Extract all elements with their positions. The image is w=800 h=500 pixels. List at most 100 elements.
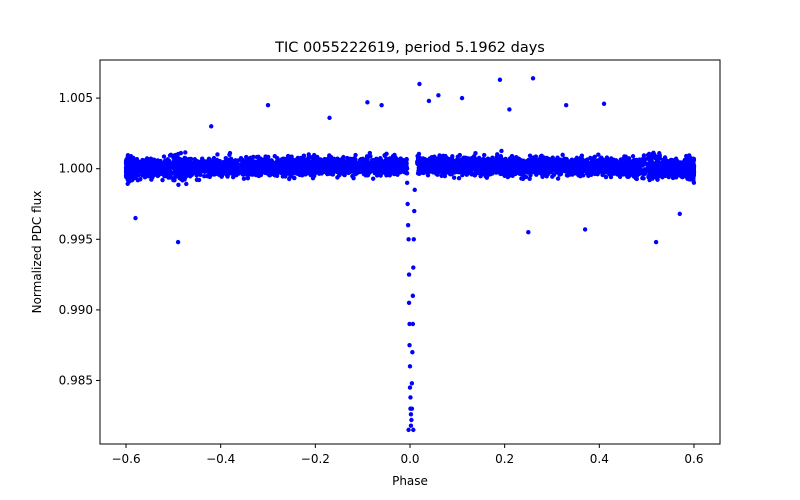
data-point bbox=[335, 156, 340, 161]
data-point bbox=[642, 171, 648, 176]
data-point bbox=[527, 176, 532, 181]
data-point bbox=[183, 159, 188, 164]
data-point bbox=[160, 177, 165, 183]
data-point bbox=[330, 171, 335, 177]
data-point bbox=[671, 172, 676, 177]
data-point bbox=[225, 163, 230, 168]
data-point bbox=[167, 173, 173, 178]
data-point bbox=[280, 174, 286, 179]
data-point bbox=[141, 169, 146, 174]
data-point bbox=[180, 173, 186, 178]
data-point bbox=[289, 165, 295, 170]
data-point bbox=[534, 167, 539, 173]
data-point bbox=[176, 182, 181, 187]
data-point bbox=[404, 171, 410, 176]
data-point bbox=[551, 172, 557, 178]
data-point bbox=[431, 165, 437, 171]
data-point bbox=[574, 155, 580, 161]
data-point bbox=[274, 155, 280, 161]
data-point bbox=[258, 161, 263, 166]
data-point bbox=[649, 151, 655, 157]
data-point bbox=[490, 169, 495, 175]
data-point bbox=[225, 173, 230, 178]
data-point bbox=[282, 156, 288, 162]
data-point bbox=[550, 159, 556, 164]
data-point bbox=[236, 158, 241, 163]
data-point bbox=[375, 163, 380, 169]
data-point bbox=[459, 165, 464, 171]
data-point bbox=[183, 150, 188, 155]
data-point bbox=[665, 159, 670, 164]
data-point bbox=[575, 160, 580, 166]
data-point bbox=[184, 173, 189, 179]
data-point bbox=[455, 154, 461, 159]
data-point bbox=[244, 162, 249, 167]
data-point bbox=[632, 159, 638, 164]
data-point bbox=[555, 170, 560, 175]
data-point bbox=[155, 173, 160, 179]
data-point bbox=[404, 157, 409, 162]
data-point bbox=[498, 155, 504, 160]
data-point bbox=[391, 162, 396, 167]
data-point bbox=[447, 169, 453, 174]
data-point bbox=[196, 161, 201, 166]
data-point bbox=[471, 164, 476, 170]
data-point bbox=[173, 170, 178, 175]
data-point bbox=[507, 156, 513, 161]
data-point bbox=[387, 156, 392, 162]
data-point bbox=[463, 158, 469, 164]
data-point bbox=[527, 158, 532, 164]
data-point bbox=[588, 155, 593, 161]
data-point bbox=[293, 160, 299, 166]
data-point bbox=[477, 166, 483, 172]
data-point bbox=[464, 166, 469, 171]
data-point bbox=[477, 161, 482, 167]
data-point bbox=[289, 157, 294, 163]
data-point bbox=[505, 170, 511, 175]
data-point bbox=[498, 165, 503, 170]
data-point bbox=[665, 164, 670, 169]
data-point bbox=[297, 172, 303, 178]
data-point bbox=[214, 157, 220, 163]
data-point bbox=[445, 166, 450, 171]
data-point bbox=[450, 154, 455, 159]
data-point bbox=[306, 152, 311, 157]
data-point bbox=[662, 170, 667, 176]
data-point bbox=[435, 172, 440, 177]
data-point bbox=[544, 155, 550, 161]
data-point bbox=[416, 162, 422, 167]
data-point bbox=[608, 174, 614, 180]
data-point bbox=[309, 163, 314, 168]
data-point bbox=[136, 165, 142, 170]
data-point bbox=[591, 168, 597, 173]
data-point bbox=[613, 170, 619, 176]
data-point bbox=[327, 159, 333, 164]
data-point bbox=[241, 176, 247, 181]
data-point bbox=[398, 168, 403, 174]
data-point bbox=[260, 167, 265, 173]
data-point bbox=[314, 164, 320, 170]
data-point bbox=[452, 170, 457, 175]
data-point bbox=[346, 170, 351, 176]
data-point bbox=[381, 160, 386, 165]
data-point bbox=[605, 159, 610, 165]
data-points bbox=[123, 76, 697, 433]
data-point bbox=[384, 173, 389, 178]
data-point bbox=[377, 158, 382, 163]
data-point bbox=[192, 159, 197, 164]
data-point bbox=[229, 164, 234, 170]
data-point bbox=[188, 156, 194, 162]
data-point bbox=[620, 158, 626, 163]
data-point bbox=[374, 173, 380, 178]
data-point bbox=[499, 148, 504, 154]
data-point bbox=[256, 173, 262, 179]
data-point bbox=[625, 170, 630, 175]
data-point bbox=[185, 163, 191, 168]
data-point bbox=[150, 175, 155, 180]
data-point bbox=[471, 172, 476, 177]
data-point bbox=[555, 176, 561, 181]
data-point bbox=[529, 161, 535, 167]
data-point bbox=[678, 162, 683, 167]
data-point bbox=[291, 175, 297, 180]
data-point bbox=[378, 164, 384, 169]
